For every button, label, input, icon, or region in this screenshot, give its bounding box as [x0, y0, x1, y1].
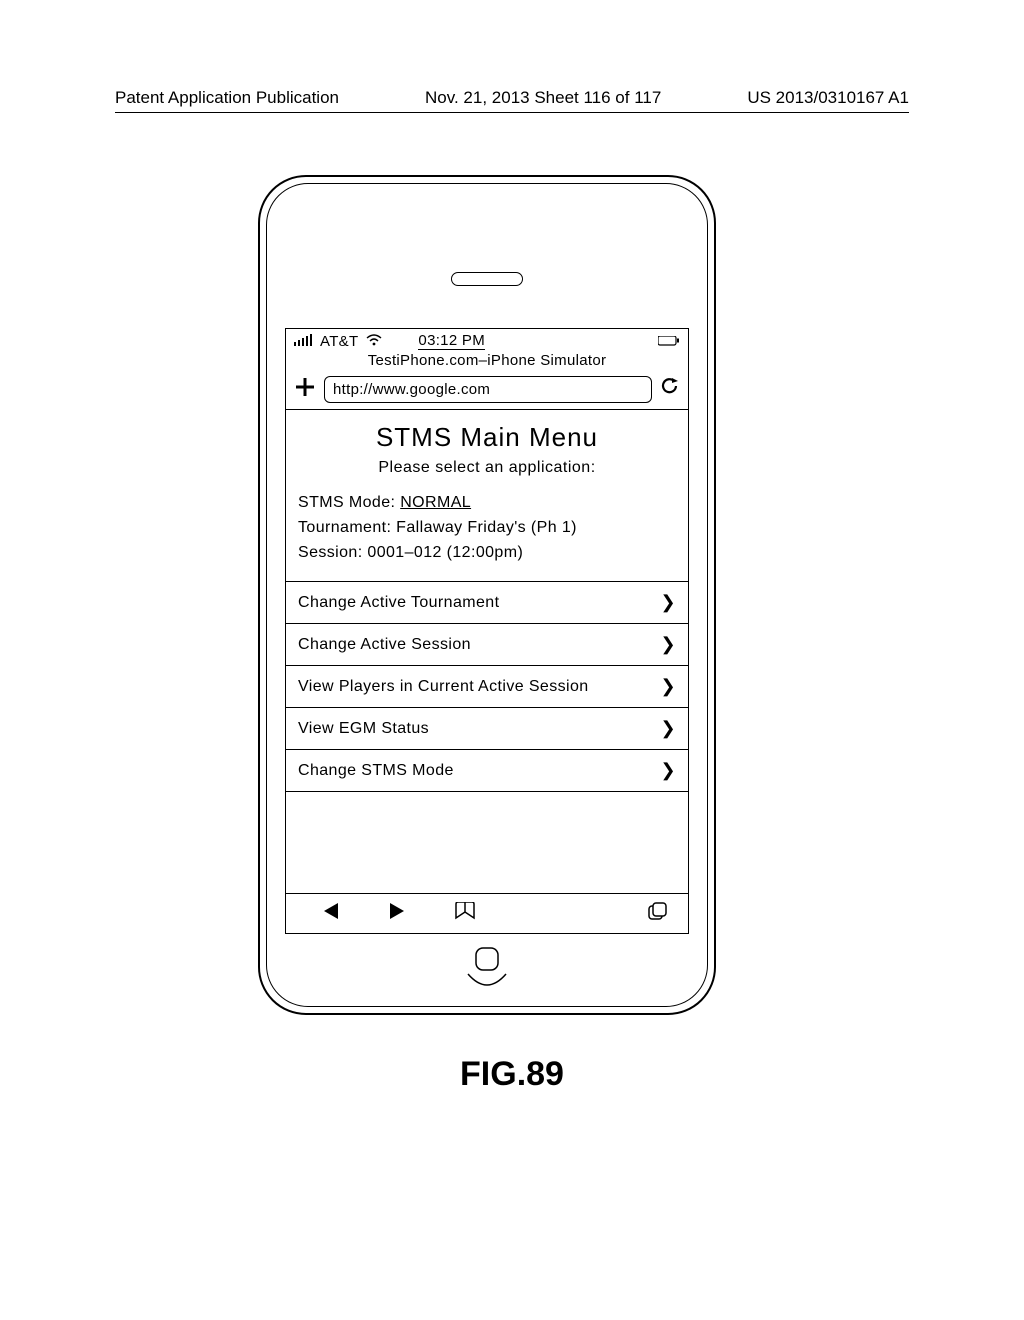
refresh-icon[interactable]	[660, 376, 680, 402]
carrier-label: AT&T	[320, 333, 358, 350]
info-mode-value: NORMAL	[400, 494, 471, 511]
chevron-right-icon: ❯	[661, 676, 676, 697]
header-right: US 2013/0310167 A1	[747, 88, 909, 108]
menu-item-change-tournament[interactable]: Change Active Tournament ❯	[286, 582, 688, 624]
info-mode: STMS Mode: NORMAL	[298, 491, 676, 516]
phone-speaker	[451, 272, 523, 286]
bookmarks-icon[interactable]	[454, 902, 476, 925]
forward-icon[interactable]	[388, 902, 406, 925]
wifi-icon	[366, 333, 382, 350]
url-divider	[286, 409, 688, 410]
menu-item-label: Change Active Session	[298, 636, 471, 654]
info-tournament: Tournament: Fallaway Friday's (Ph 1)	[298, 516, 676, 541]
chevron-right-icon: ❯	[661, 718, 676, 739]
info-block: STMS Mode: NORMAL Tournament: Fallaway F…	[286, 491, 688, 565]
menu-item-label: Change Active Tournament	[298, 594, 499, 612]
phone-bezel-inner: AT&T 03:12 PM TestiPhone.com–iPhone Simu…	[266, 183, 708, 1007]
info-session: Session: 0001–012 (12:00pm)	[298, 541, 676, 566]
battery-icon	[658, 333, 680, 350]
signal-icon	[294, 333, 316, 350]
main-subtitle: Please select an application:	[286, 459, 688, 477]
back-icon[interactable]	[322, 902, 340, 925]
browser-toolbar	[286, 893, 688, 933]
menu-item-change-session[interactable]: Change Active Session ❯	[286, 624, 688, 666]
phone-bezel-outer: AT&T 03:12 PM TestiPhone.com–iPhone Simu…	[258, 175, 716, 1015]
document-header: Patent Application Publication Nov. 21, …	[0, 88, 1024, 108]
add-icon[interactable]	[294, 375, 316, 403]
header-divider	[115, 112, 909, 113]
menu-item-view-players[interactable]: View Players in Current Active Session ❯	[286, 666, 688, 708]
tabs-icon[interactable]	[648, 902, 668, 925]
chevron-right-icon: ❯	[661, 760, 676, 781]
home-button[interactable]	[462, 946, 512, 998]
menu-item-label: Change STMS Mode	[298, 762, 454, 780]
phone-device: AT&T 03:12 PM TestiPhone.com–iPhone Simu…	[258, 175, 716, 1015]
main-title: STMS Main Menu	[286, 422, 688, 453]
url-input[interactable]: http://www.google.com	[324, 376, 652, 403]
info-mode-label: STMS Mode:	[298, 494, 400, 511]
header-center: Nov. 21, 2013 Sheet 116 of 117	[425, 88, 661, 108]
header-left: Patent Application Publication	[115, 88, 339, 108]
url-bar: http://www.google.com	[286, 375, 688, 409]
status-bar: AT&T 03:12 PM	[286, 329, 688, 350]
figure-label: FIG.89	[0, 1055, 1024, 1094]
menu-item-label: View Players in Current Active Session	[298, 678, 589, 696]
menu-item-view-egm[interactable]: View EGM Status ❯	[286, 708, 688, 750]
page-subtitle: TestiPhone.com–iPhone Simulator	[286, 352, 688, 369]
menu-item-change-mode[interactable]: Change STMS Mode ❯	[286, 750, 688, 792]
chevron-right-icon: ❯	[661, 634, 676, 655]
content-spacer	[286, 792, 688, 893]
menu-list: Change Active Tournament ❯ Change Active…	[286, 581, 688, 792]
clock-time: 03:12 PM	[418, 332, 485, 350]
chevron-right-icon: ❯	[661, 592, 676, 613]
menu-item-label: View EGM Status	[298, 720, 429, 738]
phone-screen: AT&T 03:12 PM TestiPhone.com–iPhone Simu…	[285, 328, 689, 934]
